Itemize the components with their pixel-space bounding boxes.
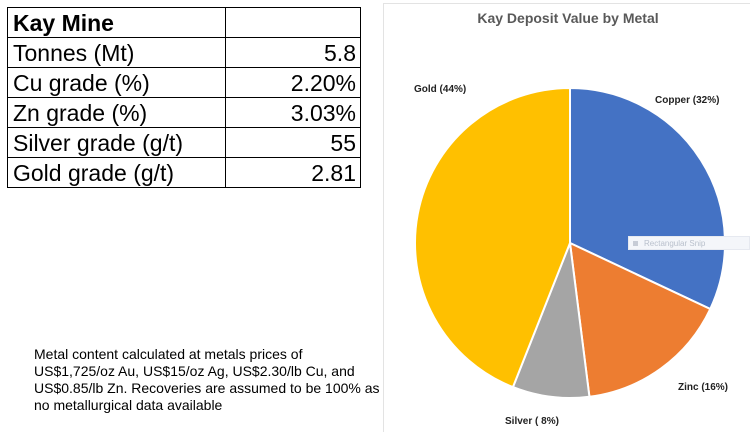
table-row: Cu grade (%) 2.20% xyxy=(7,67,361,98)
pie-slice-gold xyxy=(414,86,571,389)
table-row: Gold grade (g/t) 2.81 xyxy=(7,157,361,188)
snip-overlay-text: Rectangular Snip xyxy=(644,239,706,248)
table-header-blank xyxy=(225,7,361,38)
slice-label-gold: Gold (44%) xyxy=(414,84,466,95)
row-label: Silver grade (g/t) xyxy=(7,127,226,158)
slice-label-silver: Silver ( 8%) xyxy=(505,416,559,427)
snip-overlay-label: Rectangular Snip xyxy=(628,236,750,250)
slice-label-zinc: Zinc (16%) xyxy=(678,382,728,393)
slice-label-copper: Copper (32%) xyxy=(655,95,719,106)
snip-dot-icon xyxy=(633,241,638,247)
row-label: Zn grade (%) xyxy=(7,97,226,128)
row-value: 5.8 xyxy=(225,37,361,68)
row-label: Gold grade (g/t) xyxy=(7,157,226,188)
pie-slice-zinc xyxy=(568,241,712,398)
table-row: Zn grade (%) 3.03% xyxy=(7,97,361,128)
row-value: 3.03% xyxy=(225,97,361,128)
table-row: Silver grade (g/t) 55 xyxy=(7,127,361,158)
row-value: 2.20% xyxy=(225,67,361,98)
metal-price-note: Metal content calculated at metals price… xyxy=(34,346,380,413)
row-value: 2.81 xyxy=(225,157,361,188)
kay-mine-table: Kay Mine Tonnes (Mt) 5.8 Cu grade (%) 2.… xyxy=(7,7,361,188)
table-title: Kay Mine xyxy=(7,7,226,38)
chart-title: Kay Deposit Value by Metal xyxy=(477,10,659,26)
pie-slice-copper xyxy=(569,86,726,311)
row-value: 55 xyxy=(225,127,361,158)
row-label: Cu grade (%) xyxy=(7,67,226,98)
table-header-row: Kay Mine xyxy=(7,7,361,38)
